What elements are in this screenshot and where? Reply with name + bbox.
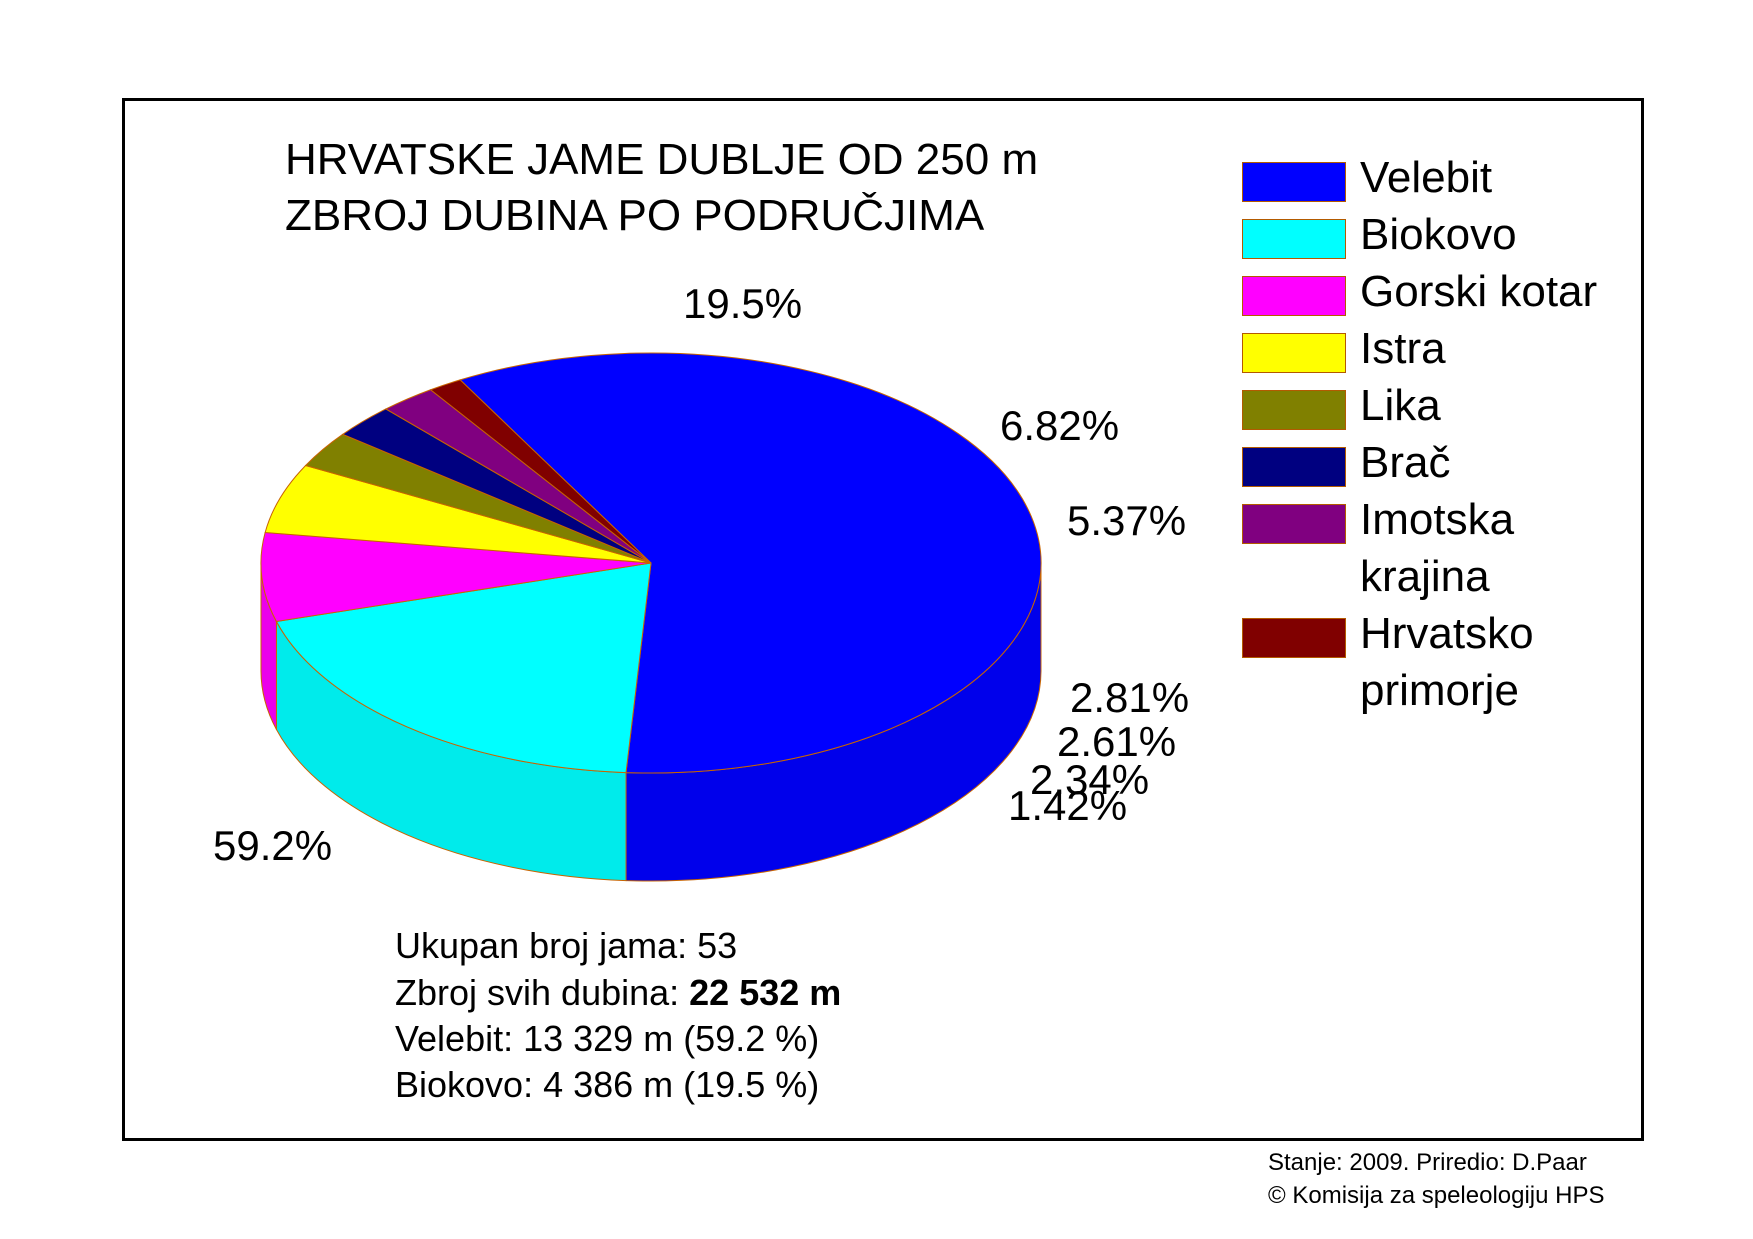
pie-label-gorski-kotar: 6.82%	[1000, 402, 1119, 449]
pie-label-hrvatsko-primorje: 1.42%	[1008, 782, 1127, 829]
legend-swatch-biokovo	[1242, 219, 1346, 259]
legend-swatch-bra-	[1242, 447, 1346, 487]
pie-label-imotska-krajina: 2.34%	[1030, 756, 1149, 803]
pie-label-velebit: 59.2%	[213, 822, 332, 869]
legend-label-hrvatsko-primorje: primorje	[1360, 666, 1519, 715]
legend-label-velebit: Velebit	[1360, 153, 1493, 202]
legend-label-bra-: Brač	[1360, 438, 1451, 487]
legend-label-lika: Lika	[1360, 381, 1441, 430]
footer-copyright: © Komisija za speleologiju HPS	[1268, 1182, 1605, 1209]
legend-swatch-velebit	[1242, 162, 1346, 202]
info-biokovo: Biokovo: 4 386 m (19.5 %)	[395, 1064, 820, 1105]
legend-label-imotska-krajina: krajina	[1360, 552, 1490, 601]
pie-slice-velebit	[459, 352, 1042, 774]
info-count: Ukupan broj jama: 53	[395, 925, 738, 966]
info-velebit: Velebit: 13 329 m (59.2 %)	[395, 1018, 820, 1059]
legend-swatch-imotska-krajina	[1242, 504, 1346, 544]
pie-label-biokovo: 19.5%	[683, 280, 802, 327]
legend-label-istra: Istra	[1360, 324, 1446, 373]
legend-label-imotska-krajina: Imotska	[1360, 495, 1515, 544]
chart-title: HRVATSKE JAME DUBLJE OD 250 m	[285, 135, 1039, 184]
legend-swatch-hrvatsko-primorje	[1242, 618, 1346, 658]
info-total: Zbroj svih dubina: 22 532 m	[395, 970, 841, 1016]
chart-subtitle: ZBROJ DUBINA PO PODRUČJIMA	[285, 191, 985, 240]
pie-slice-biokovo	[275, 562, 652, 774]
legend-swatch-lika	[1242, 390, 1346, 430]
pie-slice-hrvatsko-primorje	[429, 379, 652, 564]
info-total-value: 22 532 m	[689, 972, 842, 1013]
pie-label-bra-: 2.61%	[1057, 718, 1176, 765]
pie-label-istra: 5.37%	[1067, 497, 1186, 544]
legend-swatch-istra	[1242, 333, 1346, 373]
legend-label-biokovo: Biokovo	[1360, 210, 1517, 259]
info-total-label: Zbroj svih dubina:	[395, 972, 690, 1013]
legend-label-hrvatsko-primorje: Hrvatsko	[1360, 609, 1534, 658]
legend-label-gorski-kotar: Gorski kotar	[1360, 267, 1598, 316]
footer-credit: Stanje: 2009. Priredio: D.Paar	[1268, 1149, 1587, 1176]
pie-label-lika: 2.81%	[1070, 674, 1189, 721]
legend-swatch-gorski-kotar	[1242, 276, 1346, 316]
pie-slice-gorski-kotar	[260, 531, 652, 623]
